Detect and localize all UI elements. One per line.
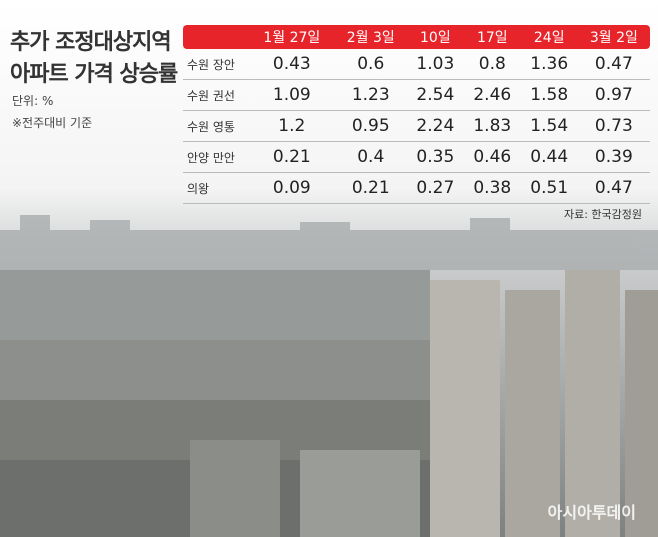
table-cell: 0.4	[334, 141, 407, 173]
row-label: 수원 영통	[183, 110, 249, 142]
title-line: 아파트 가격 상승률	[10, 62, 178, 87]
table-row: 의왕 0.09 0.21 0.27 0.38 0.51 0.47	[183, 172, 650, 204]
table-cell: 1.03	[406, 49, 464, 80]
table-cell: 1.2	[249, 110, 335, 142]
table-cell: 0.46	[463, 141, 521, 173]
table-cell: 0.27	[406, 172, 464, 204]
table-cell: 2.46	[463, 79, 521, 111]
table-cell: 0.51	[520, 172, 578, 204]
column-header: 10일	[406, 25, 464, 49]
source: 자료: 한국감정원	[563, 208, 642, 221]
column-header: 24일	[520, 25, 578, 49]
header-cell	[183, 25, 249, 49]
table-cell: 0.39	[577, 141, 650, 173]
table-cell: 1.23	[334, 79, 407, 111]
table-cell: 1.09	[249, 79, 335, 111]
table-cell: 0.35	[406, 141, 464, 173]
column-header: 3월 2일	[577, 25, 650, 49]
table-cell: 2.54	[406, 79, 464, 111]
column-header: 1월 27일	[249, 25, 335, 49]
table-cell: 0.09	[249, 172, 335, 204]
table-cell: 2.24	[406, 110, 464, 142]
table-cell: 0.47	[577, 49, 650, 80]
watermark: 아시아투데이	[547, 503, 636, 522]
table-cell: 0.47	[577, 172, 650, 204]
table-row: 수원 장안 0.43 0.6 1.03 0.8 1.36 0.47	[183, 49, 650, 80]
table-cell: 1.54	[520, 110, 578, 142]
table-row: 수원 권선 1.09 1.23 2.54 2.46 1.58 0.97	[183, 79, 650, 111]
title-line: 추가 조정대상지역	[10, 30, 172, 55]
table-cell: 1.58	[520, 79, 578, 111]
column-header: 17일	[463, 25, 521, 49]
note: ※전주대비 기준	[12, 116, 93, 130]
table-cell: 1.83	[463, 110, 521, 142]
row-label: 안양 만안	[183, 141, 249, 173]
table-cell: 0.97	[577, 79, 650, 111]
table-cell: 1.36	[520, 49, 578, 80]
table-cell: 0.38	[463, 172, 521, 204]
table-cell: 0.6	[334, 49, 407, 80]
row-label: 의왕	[183, 172, 249, 204]
table-cell: 0.8	[463, 49, 521, 80]
table-row: 수원 영통 1.2 0.95 2.24 1.83 1.54 0.73	[183, 110, 650, 142]
table-cell: 0.95	[334, 110, 407, 142]
table-cell: 0.21	[334, 172, 407, 204]
unit: 단위: %	[12, 94, 54, 108]
row-label: 수원 장안	[183, 49, 249, 80]
table-cell: 0.73	[577, 110, 650, 142]
table-cell: 0.44	[520, 141, 578, 173]
data-table: 1월 27일 2월 3일 10일 17일 24일 3월 2일 수원 장안 0.43 0.6 1.0…	[183, 25, 650, 204]
table-cell: 0.43	[249, 49, 335, 80]
column-header: 2월 3일	[334, 25, 407, 49]
table-row: 안양 만안 0.21 0.4 0.35 0.46 0.44 0.39	[183, 141, 650, 173]
table-cell: 0.21	[249, 141, 335, 173]
row-label: 수원 권선	[183, 79, 249, 111]
